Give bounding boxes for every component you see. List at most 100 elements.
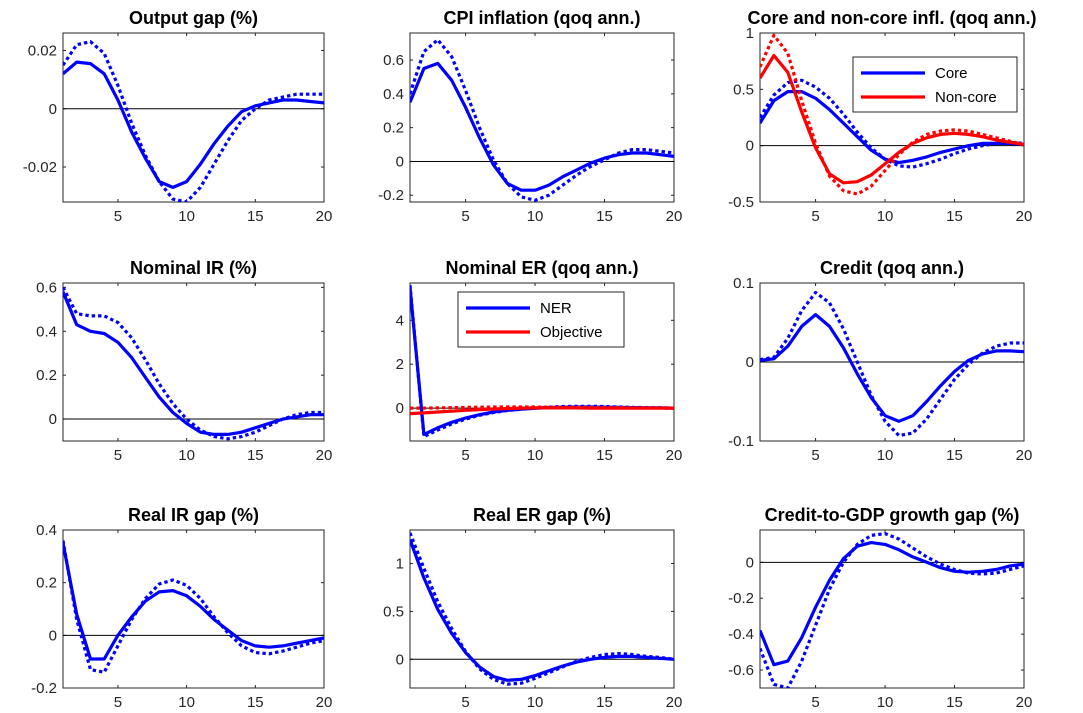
y-tick-label: 0 [396,153,404,170]
chart-title: CPI inflation (qoq ann.) [444,8,641,28]
y-tick-label: -0.6 [728,662,754,679]
chart-title: Nominal IR (%) [130,258,257,278]
chart-title: Output gap (%) [129,8,258,28]
y-tick-label: 2 [396,356,404,373]
x-tick-label: 10 [877,208,894,225]
chart-title: Nominal ER (qoq ann.) [446,258,639,278]
subplot-2: CPI inflation (qoq ann.) 5 10 15 20 0.6 0.4 0.2… [378,8,682,225]
axes-box [62,32,325,203]
x-tick-label: 20 [1016,208,1033,225]
x-tick-label: 15 [247,447,264,464]
subplot-5: Nominal ER (qoq ann.)5 10 15 20420NERObject… [396,258,683,464]
series-line-blue-solid [760,540,1024,667]
x-tick-label: 5 [811,694,819,711]
series-line-blue-dotted [410,38,674,202]
plot-area [760,33,1024,196]
x-tick-label: 20 [1016,694,1033,711]
series-line-blue-dotted [410,532,674,686]
x-tick-label: 10 [178,447,195,464]
x-tick-label: 10 [877,447,894,464]
series-line-blue-dotted [760,531,1024,688]
plot-area [63,286,324,441]
legend-label: Core [935,65,968,82]
y-tick-label: 1 [746,25,754,42]
x-tick-label: 15 [247,208,264,225]
y-tick-label: 0 [746,138,754,155]
y-tick-label: -0.2 [378,187,404,204]
x-tick-label: 15 [946,694,963,711]
x-tick-label: 5 [114,694,122,711]
y-tick-label: -0.5 [728,194,754,211]
axes-box [62,529,325,689]
y-tick-label: 0.5 [383,603,404,620]
chart-title: Real ER gap (%) [473,505,611,525]
axes-box [409,32,675,203]
axes-box [409,529,675,689]
legend-label: NER [540,300,572,317]
x-tick-label: 15 [247,694,264,711]
y-tick-label: -0.2 [31,680,57,697]
x-tick-label: 15 [946,208,963,225]
subplot-3: Core and non-core infl. (qoq ann.)5 10 15 2… [728,8,1036,225]
plot-area [410,532,674,686]
x-tick-label: 5 [461,694,469,711]
series-line-blue-dotted [760,290,1024,438]
legend-box [852,56,1018,113]
x-tick-label: 5 [461,208,469,225]
series-line-blue-solid [63,60,324,189]
y-tick-label: -0.1 [728,433,754,450]
plot-area [410,38,674,202]
x-tick-label: 5 [114,447,122,464]
y-tick-label: 0 [396,651,404,668]
legend-label: Objective [540,324,603,341]
x-tick-label: 20 [1016,447,1033,464]
y-tick-label: 0.6 [383,52,404,69]
legend-label: Non-core [935,89,997,106]
series-line-blue-dotted [63,540,324,674]
chart-title: Core and non-core infl. (qoq ann.) [748,8,1037,28]
y-tick-label: 0.4 [36,323,57,340]
x-tick-label: 20 [666,208,683,225]
legend: NER Objective [457,291,625,348]
series-line-blue-solid [63,542,324,661]
y-tick-label: -0.2 [728,590,754,607]
subplot-4: Nominal IR (%) 5 10 15 20 0.6 0.4 0.2 0 [36,258,332,464]
x-tick-label: 5 [461,447,469,464]
plot-area [63,40,324,202]
series-line-blue-solid [410,61,674,192]
x-tick-label: 10 [877,694,894,711]
plot-area [410,285,674,439]
x-tick-label: 15 [596,447,613,464]
y-tick-label: 0.2 [36,367,57,384]
y-tick-label: 0 [49,101,57,118]
series-line-red-solid [760,53,1024,185]
x-tick-label: 10 [527,447,544,464]
legend: Core Non-core [852,56,1018,113]
plot-area [760,290,1024,438]
x-tick-label: 20 [666,447,683,464]
series-line-blue-solid [410,539,674,682]
subplot-8: Real ER gap (%) 5 10 15 20 1 0.5 0 [383,505,682,711]
x-tick-label: 20 [316,447,333,464]
x-tick-label: 5 [811,447,819,464]
y-tick-label: 0.1 [733,275,754,292]
y-tick-label: 0 [746,354,754,371]
y-tick-label: 0 [396,400,404,417]
x-tick-label: 15 [596,694,613,711]
legend-box [457,291,625,348]
x-tick-label: 10 [527,694,544,711]
x-tick-label: 10 [178,208,195,225]
x-tick-label: 5 [114,208,122,225]
chart-title: Real IR gap (%) [128,505,259,525]
y-tick-label: 0.4 [36,522,57,539]
subplot-7: Real IR gap (%) 5 10 15 20 0.4 0.2 0 -0.2 [31,505,332,711]
series-line-blue-solid [760,313,1024,423]
y-tick-label: 0 [49,627,57,644]
subplot-1: Output gap (%) 5 10 15 20 0.02 0 -0.02 [23,8,333,225]
y-tick-label: 1 [396,556,404,573]
series-line-red-dotted [760,33,1024,196]
x-tick-label: 10 [527,208,544,225]
axes-box [62,282,325,442]
y-tick-label: 0 [746,554,754,571]
